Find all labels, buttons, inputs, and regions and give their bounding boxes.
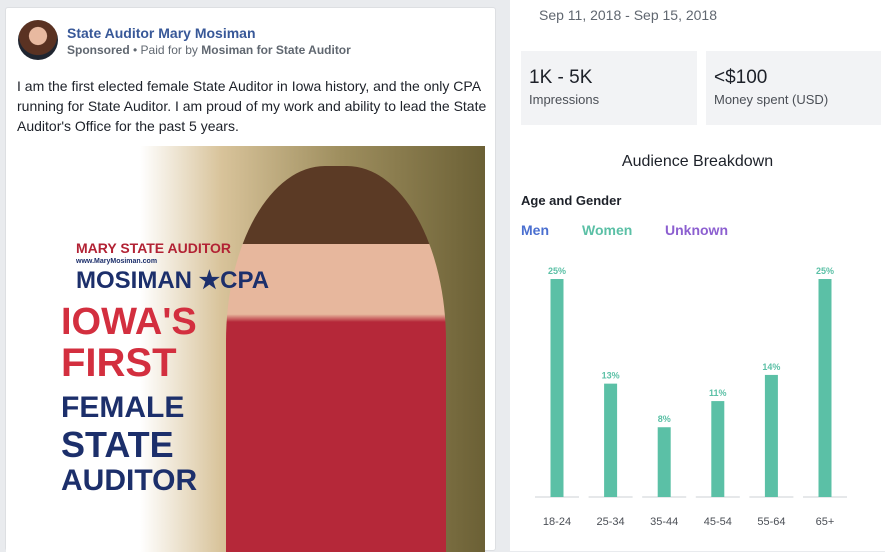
data-label: 8% xyxy=(658,414,671,424)
insights-panel: Sep 11, 2018 - Sep 15, 2018 1K - 5K Impr… xyxy=(510,0,885,551)
data-label: 13% xyxy=(602,371,620,381)
data-label: 25% xyxy=(816,266,834,276)
data-label: 14% xyxy=(762,362,780,372)
candidate-photo xyxy=(226,166,446,552)
headline-line1: IOWA'S xyxy=(61,301,197,343)
page-name-link[interactable]: State Auditor Mary Mosiman xyxy=(67,25,256,41)
headline-line2: FIRST xyxy=(61,341,177,385)
bar-18-24 xyxy=(550,279,564,497)
bar-55-64 xyxy=(764,374,778,497)
age-gender-heading: Age and Gender xyxy=(521,193,622,208)
x-tick-label: 45-54 xyxy=(704,516,732,528)
ad-image[interactable]: MARY STATE AUDITOR www.MaryMosiman.com M… xyxy=(6,146,485,552)
bar-45-54 xyxy=(711,401,725,497)
headline-line4: STATE xyxy=(61,424,174,465)
logo-main: MOSIMAN ★CPA xyxy=(76,267,270,294)
headline-line3: FEMALE xyxy=(61,391,185,424)
sponsored-meta: Sponsored • Paid for by Mosiman for Stat… xyxy=(67,43,351,57)
data-label: 11% xyxy=(709,388,727,398)
age-gender-chart: 25% 18-24 13% 25-34 8% 35-44 11% 45-54 14% 55-64 2… xyxy=(535,266,847,528)
x-tick-label: 55-64 xyxy=(757,516,785,528)
paid-for-prefix: • Paid for by xyxy=(129,43,202,57)
headline-line5: AUDITOR xyxy=(61,464,198,497)
legend-women[interactable]: Women xyxy=(582,222,633,238)
bar-65+ xyxy=(818,279,832,497)
post-text: I am the first elected female State Audi… xyxy=(17,78,487,134)
spend-label: Money spent (USD) xyxy=(714,92,829,107)
bar-25-34 xyxy=(604,383,618,497)
legend-unknown[interactable]: Unknown xyxy=(665,222,728,238)
campaign-logo: MARY STATE AUDITOR www.MaryMosiman.com M… xyxy=(76,241,269,293)
spend-value: <$100 xyxy=(714,67,768,88)
data-label: 25% xyxy=(548,266,566,276)
x-tick-label: 18-24 xyxy=(543,516,571,528)
paid-for-name: Mosiman for State Auditor xyxy=(201,43,351,57)
audience-breakdown-title: Audience Breakdown xyxy=(621,153,774,170)
sponsored-label: Sponsored xyxy=(67,43,130,57)
impressions-label: Impressions xyxy=(529,92,600,107)
impressions-stat: 1K - 5K Impressions xyxy=(521,51,697,125)
logo-top: MARY STATE AUDITOR xyxy=(76,240,232,256)
x-tick-label: 25-34 xyxy=(597,516,625,528)
impressions-value: 1K - 5K xyxy=(529,67,593,88)
spend-stat: <$100 Money spent (USD) xyxy=(706,51,881,125)
logo-url: www.MaryMosiman.com xyxy=(76,258,158,265)
x-tick-label: 65+ xyxy=(816,516,835,528)
ad-post-card: State Auditor Mary Mosiman Sponsored • P… xyxy=(5,7,496,552)
date-range: Sep 11, 2018 - Sep 15, 2018 xyxy=(539,7,717,23)
x-tick-label: 35-44 xyxy=(650,516,678,528)
bar-35-44 xyxy=(657,427,671,497)
page-avatar[interactable] xyxy=(18,20,58,60)
legend-men[interactable]: Men xyxy=(521,222,549,238)
